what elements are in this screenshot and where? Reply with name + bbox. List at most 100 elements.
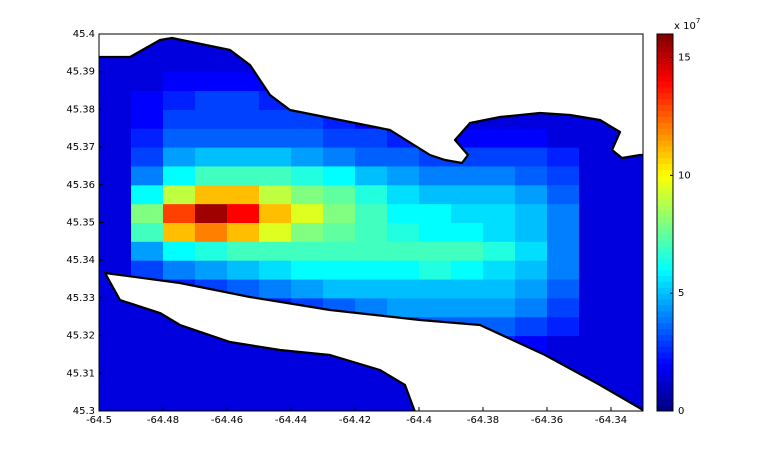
- cell: [355, 297, 388, 318]
- cell: [163, 335, 196, 355]
- cell: [227, 109, 260, 129]
- cell: [515, 316, 548, 337]
- cell: [163, 147, 196, 167]
- cell: [163, 392, 196, 411]
- cell: [355, 373, 388, 393]
- cell: [547, 241, 580, 261]
- land-south: [103, 271, 643, 411]
- cell: [611, 316, 643, 337]
- cell: [195, 335, 228, 355]
- cell: [387, 222, 420, 242]
- y-tick-label: 45.38: [66, 104, 95, 115]
- cell: [483, 128, 516, 148]
- cell: [483, 184, 516, 205]
- cell: [355, 203, 388, 223]
- colorbar-swatch: [657, 175, 673, 182]
- cell: [195, 109, 228, 129]
- cell: [323, 222, 356, 242]
- cell: [291, 128, 324, 148]
- cell: [387, 165, 420, 186]
- y-tick-label: 45.32: [66, 331, 95, 342]
- colorbar-swatch: [657, 234, 673, 241]
- colorbar-swatch: [657, 334, 673, 341]
- colorbar-swatch: [657, 69, 673, 76]
- cell: [259, 373, 292, 393]
- cell: [131, 316, 164, 337]
- cell: [195, 184, 228, 205]
- cell: [355, 184, 388, 205]
- cell: [131, 354, 164, 374]
- colorbar-swatch: [657, 169, 673, 176]
- cell: [451, 184, 484, 205]
- cell: [259, 260, 292, 280]
- cell: [387, 147, 420, 167]
- colorbar-swatch: [657, 204, 673, 212]
- colorbar-tick-label: 10: [678, 170, 691, 181]
- cell: [515, 279, 548, 299]
- cell: [547, 316, 580, 337]
- cell: [323, 241, 356, 261]
- cell: [131, 203, 164, 223]
- cell: [483, 260, 516, 280]
- y-tick-label: 45.37: [66, 142, 95, 153]
- cell: [611, 335, 643, 355]
- cell: [611, 354, 643, 374]
- cell: [547, 147, 580, 167]
- colorbar-swatch: [657, 57, 673, 64]
- cell: [483, 241, 516, 261]
- cell: [227, 392, 260, 411]
- cell: [355, 392, 388, 411]
- cell: [195, 241, 228, 261]
- cell: [259, 222, 292, 242]
- colorbar-swatch: [657, 181, 673, 188]
- cell: [163, 52, 196, 73]
- y-tick-label: 45.3: [73, 406, 95, 417]
- cell: [227, 184, 260, 205]
- cell: [387, 279, 420, 299]
- cell: [259, 147, 292, 167]
- cell: [355, 128, 388, 148]
- cell: [291, 279, 324, 299]
- colorbar-swatch: [657, 316, 673, 324]
- cell: [99, 147, 132, 167]
- colorbar-swatch: [657, 240, 673, 247]
- colorbar-swatch: [657, 45, 673, 53]
- y-tick-label: 45.4: [73, 29, 95, 40]
- cell: [131, 222, 164, 242]
- cell: [291, 373, 324, 393]
- cell: [227, 354, 260, 374]
- colorbar-swatch: [657, 357, 673, 365]
- cell: [227, 260, 260, 280]
- cell: [355, 165, 388, 186]
- cell: [99, 128, 132, 148]
- x-tick-label: -64.36: [531, 415, 563, 426]
- cell: [227, 241, 260, 261]
- x-tick-label: -64.5: [86, 415, 112, 426]
- colorbar-swatch: [657, 304, 673, 312]
- cell: [611, 260, 643, 280]
- cell: [579, 316, 612, 337]
- cell: [579, 297, 612, 318]
- cell: [547, 128, 580, 148]
- cell: [259, 128, 292, 148]
- cell: [259, 241, 292, 261]
- cell: [291, 354, 324, 374]
- cell: [131, 260, 164, 280]
- cell: [195, 90, 228, 110]
- cell: [547, 203, 580, 223]
- cell: [163, 222, 196, 242]
- colorbar-swatch: [657, 399, 673, 406]
- cell: [131, 109, 164, 129]
- cell: [611, 203, 643, 223]
- cell: [227, 147, 260, 167]
- cell: [291, 184, 324, 205]
- colorbar-swatch: [657, 157, 673, 165]
- cell: [355, 241, 388, 261]
- colorbar-swatch: [657, 81, 673, 88]
- cell: [579, 222, 612, 242]
- cell: [611, 165, 643, 186]
- cell: [387, 184, 420, 205]
- cell: [99, 165, 132, 186]
- cell: [259, 279, 292, 299]
- cell: [131, 392, 164, 411]
